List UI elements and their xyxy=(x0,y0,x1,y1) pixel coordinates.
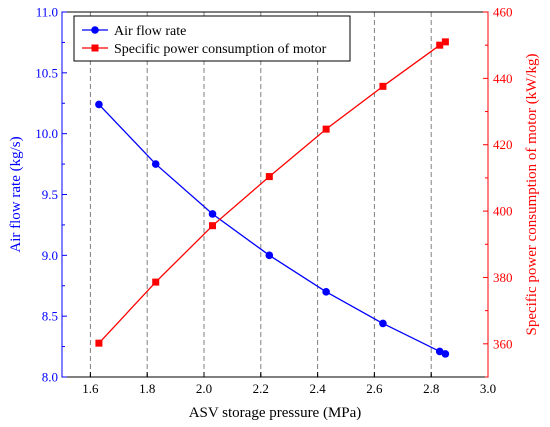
data-point-power xyxy=(379,82,387,90)
data-point-power xyxy=(152,278,160,286)
y-right-tick-label: 440 xyxy=(493,71,513,86)
y-right-axis-title: Specific power consumption of motor (kW/… xyxy=(524,53,540,335)
x-axis-title: ASV storage pressure (MPa) xyxy=(189,405,362,421)
legend-marker-air-flow xyxy=(91,26,99,34)
data-point-power xyxy=(441,38,449,46)
data-point-power xyxy=(322,125,330,133)
legend: Air flow rate Specific power consumption… xyxy=(73,15,351,62)
data-point-air-flow xyxy=(208,210,217,218)
x-tick-label: 2.4 xyxy=(309,381,326,396)
y-left-tick-label: 9.5 xyxy=(42,187,58,202)
data-point-air-flow xyxy=(322,288,330,296)
y-left-tick-label: 8.0 xyxy=(42,370,58,385)
x-tick-label: 2.0 xyxy=(196,381,212,396)
plot-area xyxy=(62,12,488,377)
legend-box xyxy=(73,15,351,62)
y-left-tick-label: 11.0 xyxy=(36,5,58,20)
x-tick-label: 1.6 xyxy=(82,381,99,396)
legend-marker-power xyxy=(91,44,99,52)
axes-layer: 1.6 1.8 2.0 2.2 2.4 2.6 2.8 3.0 8.0 8.5 9.0 9.5 10.0… xyxy=(35,5,512,397)
y-left-tick-label: 10.5 xyxy=(35,65,58,80)
y-left-tick-label: 9.0 xyxy=(42,248,58,263)
y-right-tick-label: 380 xyxy=(493,270,513,285)
y-left-tick-label: 10.0 xyxy=(35,126,58,141)
x-tick-label: 3.0 xyxy=(480,381,496,396)
legend-label-air-flow: Air flow rate xyxy=(114,24,186,39)
data-point-air-flow xyxy=(95,100,103,109)
y-right-tick-label: 360 xyxy=(493,336,513,351)
data-point-power xyxy=(265,173,273,181)
data-point-air-flow xyxy=(379,319,387,328)
data-point-power xyxy=(95,339,103,347)
data-point-air-flow xyxy=(441,350,450,358)
data-point-air-flow xyxy=(151,160,160,168)
series-line-power xyxy=(98,41,446,344)
data-point-power xyxy=(436,41,444,49)
x-tick-label: 1.8 xyxy=(139,381,155,396)
x-tick-label: 2.6 xyxy=(366,381,383,396)
y-left-axis-title: Air flow rate (kg/s) xyxy=(8,136,24,252)
series-layer xyxy=(95,38,450,358)
x-tick-label: 2.2 xyxy=(253,381,269,396)
legend-label-power: Specific power consumption of motor xyxy=(114,42,327,57)
x-tick-label: 2.8 xyxy=(423,381,439,396)
data-point-air-flow xyxy=(435,347,444,356)
y-right-tick-label: 460 xyxy=(493,5,513,20)
series-line-air-flow xyxy=(98,104,446,355)
vertical-gridlines xyxy=(89,12,432,377)
y-left-tick-label: 8.5 xyxy=(42,309,58,324)
y-right-tick-label: 420 xyxy=(493,137,513,152)
y-right-tick-label: 400 xyxy=(493,204,513,219)
data-point-air-flow xyxy=(265,251,274,260)
data-point-power xyxy=(209,222,217,230)
